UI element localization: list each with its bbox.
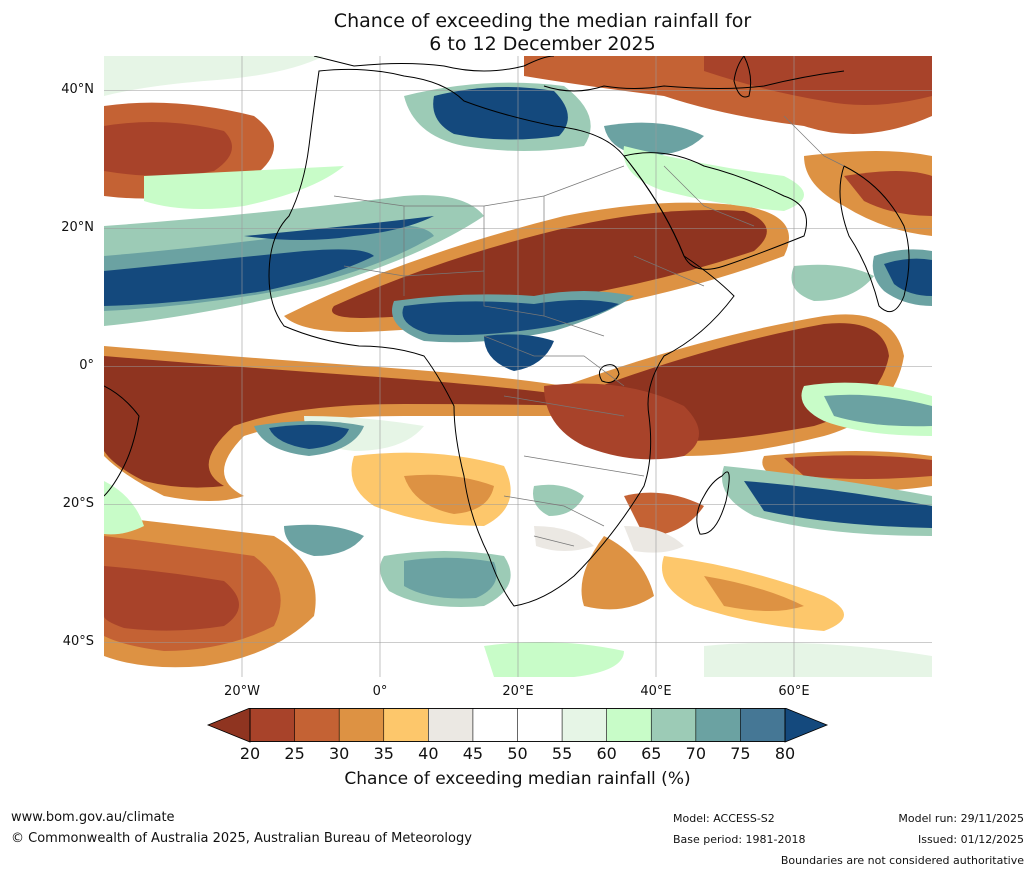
model-run-date: Model run: 29/11/2025 — [898, 812, 1024, 825]
lat-label-40n: 40°N — [61, 82, 94, 97]
country-borders — [333, 115, 845, 547]
colorbar — [206, 708, 829, 743]
colorbar-segment — [472, 708, 519, 742]
colorbar-segment — [294, 708, 340, 742]
colorbar-segment — [740, 708, 786, 742]
colorbar-tick-label: 80 — [774, 744, 796, 763]
colorbar-tick-label: 35 — [373, 744, 394, 763]
rainfall-map — [104, 56, 932, 677]
website-link[interactable]: www.bom.gov.au/climate — [11, 810, 175, 825]
lon-label-20e: 20°E — [502, 684, 534, 699]
map-title: Chance of exceeding the median rainfall … — [0, 10, 1035, 56]
colorbar-tick-label: 55 — [551, 744, 573, 763]
model-name: Model: ACCESS-S2 — [673, 812, 775, 825]
colorbar-segment — [383, 708, 430, 742]
colorbar-segment — [428, 708, 474, 742]
graticule — [104, 56, 932, 677]
lon-label-40e: 40°E — [640, 684, 672, 699]
colorbar-tick-label: 75 — [730, 744, 751, 763]
colorbar-segment — [650, 708, 697, 742]
lon-label-60e: 60°E — [778, 684, 810, 699]
colorbar-tick-label: 65 — [641, 744, 662, 763]
lon-label-20w: 20°W — [224, 684, 260, 699]
boundaries-disclaimer: Boundaries are not considered authoritat… — [780, 854, 1024, 867]
issued-date: Issued: 01/12/2025 — [917, 833, 1024, 846]
lat-label-20n: 20°N — [61, 220, 94, 235]
lon-label-0: 0° — [372, 684, 388, 699]
lat-label-0: 0° — [79, 358, 94, 373]
lat-label-20s: 20°S — [62, 496, 94, 511]
coastlines — [104, 56, 910, 607]
colorbar-segments — [249, 708, 786, 742]
colorbar-tick-label: 60 — [596, 744, 617, 763]
title-line-1: Chance of exceeding the median rainfall … — [333, 10, 752, 32]
colorbar-segment — [338, 708, 385, 742]
base-period: Base period: 1981-2018 — [673, 833, 806, 846]
colorbar-tick-label: 20 — [239, 744, 261, 763]
colorbar-tick-label: 25 — [284, 744, 305, 763]
colorbar-frame — [249, 708, 786, 742]
colorbar-segment — [517, 708, 563, 742]
colorbar-segment — [695, 708, 742, 742]
colorbar-over-arrow — [784, 708, 829, 743]
map-canvas — [104, 56, 932, 677]
rainfall-fields — [104, 56, 932, 677]
colorbar-label: Chance of exceeding median rainfall (%) — [344, 769, 691, 789]
colorbar-under-arrow — [206, 708, 251, 743]
lat-label-40s: 40°S — [62, 634, 94, 649]
colorbar-segment — [249, 708, 296, 742]
colorbar-tick-label: 70 — [685, 744, 706, 763]
title-line-2: 6 to 12 December 2025 — [429, 33, 656, 55]
colorbar-segment — [606, 708, 653, 742]
colorbar-tick-label: 30 — [328, 744, 350, 763]
colorbar-tick-label: 50 — [507, 744, 528, 763]
copyright-text: © Commonwealth of Australia 2025, Austra… — [11, 831, 472, 846]
colorbar-tick-label: 45 — [462, 744, 484, 763]
colorbar-segment — [561, 708, 608, 742]
colorbar-tick-label: 40 — [418, 744, 439, 763]
